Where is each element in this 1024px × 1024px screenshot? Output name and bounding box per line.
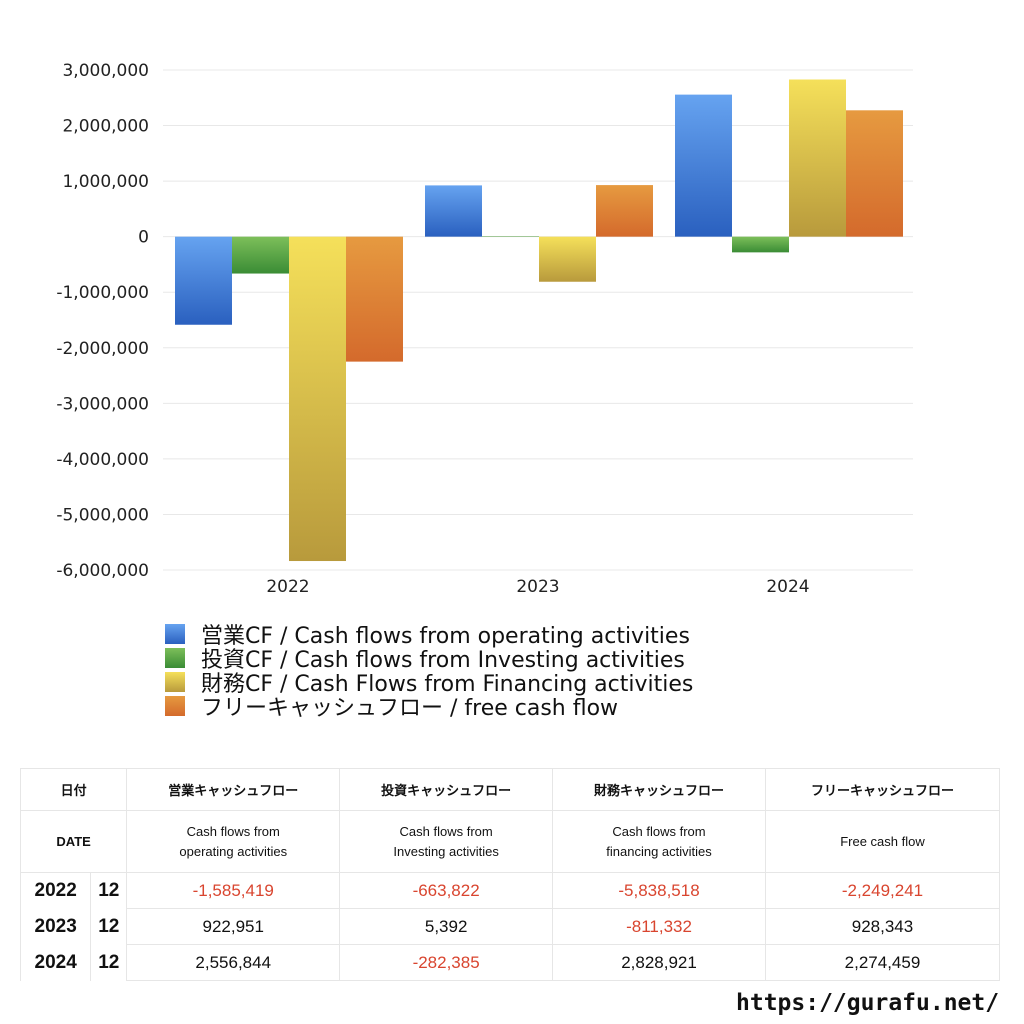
y-tick-label: 3,000,000	[62, 61, 149, 81]
y-tick-label: 2,000,000	[62, 117, 149, 137]
bar	[482, 236, 539, 237]
legend-swatch	[165, 648, 185, 668]
bar	[539, 236, 596, 282]
x-tick-label: 2023	[516, 577, 559, 597]
site-url[interactable]: https://gurafu.net/	[736, 990, 1000, 1016]
header-free-en: Free cash flow	[764, 810, 1001, 873]
bar	[175, 236, 232, 325]
header-financing-en: Cash flows from financing activities	[552, 810, 766, 873]
legend: 営業CF / Cash flows from operating activit…	[165, 622, 693, 721]
table-row: 2022 12 -1,585,419 -663,822 -5,838,518 -2,249…	[19, 872, 1001, 909]
cash-flow-table: 日付 営業キャッシュフロー 投資キャッシュフロー 財務キャッシュフロー フリーキ…	[19, 768, 1001, 981]
row-year: 2022	[19, 872, 92, 909]
table-row: 2023 12 922,951 5,392 -811,332 928,343	[19, 908, 1001, 945]
legend-item: 財務CF / Cash Flows from Financing activit…	[165, 670, 693, 697]
table-row: 2024 12 2,556,844 -282,385 2,828,921 2,274,45…	[19, 944, 1001, 981]
bar	[346, 236, 403, 362]
y-tick-label: -1,000,000	[56, 283, 149, 303]
header-row-en: DATE Cash flows from operating activities…	[19, 810, 1001, 873]
bar	[232, 236, 289, 274]
y-tick-label: -4,000,000	[56, 450, 149, 470]
header-line: Cash flows from	[399, 823, 493, 839]
row-value: 2,556,844	[126, 944, 341, 981]
header-date-jp: 日付	[19, 768, 128, 811]
row-value: 928,343	[764, 908, 1001, 945]
row-value: 2,828,921	[552, 944, 766, 981]
header-line: Cash flows from	[612, 823, 706, 839]
y-axis: 3,000,000 2,000,000 1,000,000 0 -1,000,000 -2…	[56, 61, 149, 581]
legend-label: 営業CF / Cash flows from operating activit…	[201, 624, 690, 649]
header-line: financing activities	[606, 843, 712, 859]
row-month: 12	[90, 944, 128, 981]
row-year: 2024	[19, 944, 92, 981]
legend-label: 財務CF / Cash Flows from Financing activit…	[201, 672, 694, 697]
bar	[789, 79, 846, 237]
y-tick-label: 1,000,000	[62, 172, 149, 192]
x-axis: 2022 2023 2024	[266, 577, 809, 597]
legend-swatch	[165, 696, 185, 716]
legend-item: 営業CF / Cash flows from operating activit…	[165, 622, 693, 649]
y-tick-label: -5,000,000	[56, 505, 149, 525]
row-value: 2,274,459	[764, 944, 1001, 981]
header-date-en: DATE	[19, 810, 128, 873]
bar	[596, 185, 653, 237]
legend-swatch	[165, 624, 185, 644]
row-value: 922,951	[126, 908, 341, 945]
bar	[289, 236, 346, 562]
header-operating-en: Cash flows from operating activities	[126, 810, 341, 873]
legend-item: 投資CF / Cash flows from Investing activit…	[165, 646, 693, 673]
bar	[732, 236, 789, 253]
y-tick-label: -3,000,000	[56, 394, 149, 414]
row-year: 2023	[19, 908, 92, 945]
header-line: operating activities	[179, 843, 288, 859]
legend-label: 投資CF / Cash flows from Investing activit…	[201, 648, 685, 673]
header-row-jp: 日付 営業キャッシュフロー 投資キャッシュフロー 財務キャッシュフロー フリーキ…	[19, 768, 1001, 811]
x-tick-label: 2022	[266, 577, 309, 597]
bar	[675, 94, 732, 237]
header-free-jp: フリーキャッシュフロー	[764, 768, 1001, 811]
row-month: 12	[90, 908, 128, 945]
row-value: -2,249,241	[764, 872, 1001, 909]
row-value: -663,822	[339, 872, 554, 909]
row-value: -282,385	[339, 944, 554, 981]
bars	[175, 79, 903, 562]
header-operating-jp: 営業キャッシュフロー	[126, 768, 341, 811]
header-investing-en: Cash flows from Investing activities	[339, 810, 554, 873]
legend-label: フリーキャッシュフロー / free cash flow	[201, 696, 619, 721]
row-value: 5,392	[339, 908, 554, 945]
y-tick-label: -2,000,000	[56, 339, 149, 359]
header-line: Cash flows from	[186, 823, 280, 839]
bar	[846, 110, 903, 237]
header-financing-jp: 財務キャッシュフロー	[552, 768, 766, 811]
legend-item: フリーキャッシュフロー / free cash flow	[165, 694, 693, 721]
y-tick-label: 0	[138, 228, 149, 248]
x-tick-label: 2024	[766, 577, 809, 597]
row-month: 12	[90, 872, 128, 909]
row-value: -5,838,518	[552, 872, 766, 909]
legend-swatch	[165, 672, 185, 692]
header-line: Investing activities	[393, 843, 499, 859]
y-tick-label: -6,000,000	[56, 561, 149, 581]
bar	[425, 185, 482, 237]
cash-flow-bar-chart: 3,000,000 2,000,000 1,000,000 0 -1,000,000 -2…	[56, 61, 913, 597]
row-value: -811,332	[552, 908, 766, 945]
header-investing-jp: 投資キャッシュフロー	[339, 768, 554, 811]
row-value: -1,585,419	[126, 872, 341, 909]
